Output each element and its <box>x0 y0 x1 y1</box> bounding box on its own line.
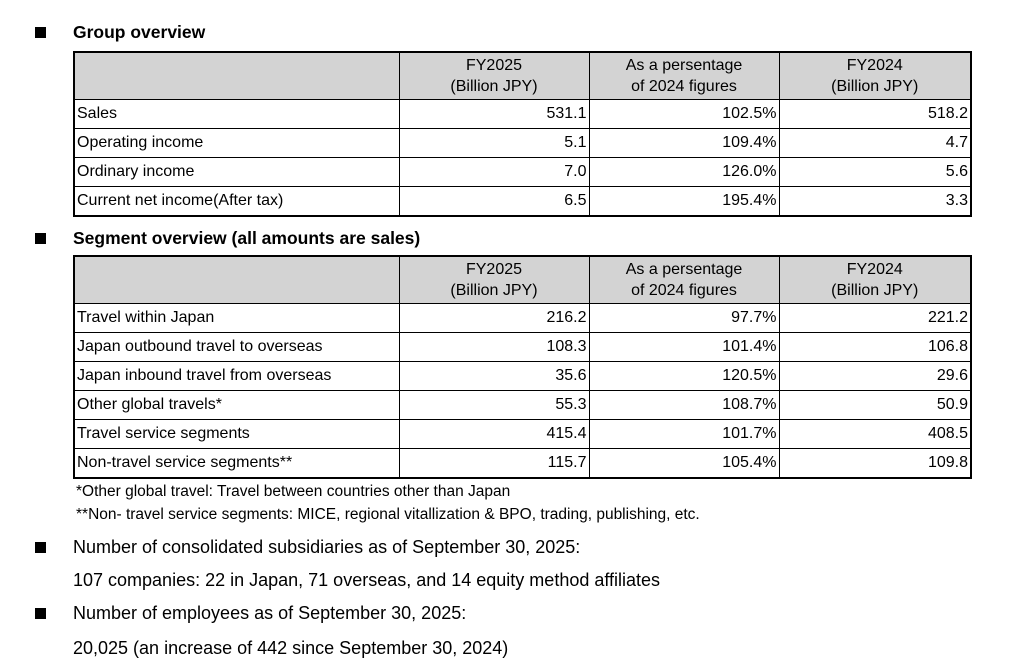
header-line: (Billion JPY) <box>831 282 919 299</box>
header-cell: FY2024 (Billion JPY) <box>778 255 972 304</box>
table-row: Travel within Japan 216.2 97.7% 221.2 <box>73 303 972 333</box>
group-table: FY2025 (Billion JPY) As a persentage of 202… <box>73 51 972 217</box>
value-cell: 195.4% <box>588 186 780 217</box>
header-line: (Billion JPY) <box>450 78 538 95</box>
bullet-square <box>35 542 46 553</box>
label-cell: Current net income(After tax) <box>73 186 400 217</box>
section-title: Segment overview (all amounts are sales) <box>73 228 421 248</box>
bullet-square <box>35 27 46 38</box>
value-cell: 408.5 <box>778 419 972 449</box>
label-cell: Japan outbound travel to overseas <box>73 332 400 362</box>
value-cell: 101.4% <box>588 332 780 362</box>
value-cell: 101.7% <box>588 419 780 449</box>
value-cell: 108.3 <box>398 332 590 362</box>
table-row: Japan inbound travel from overseas 35.6 12… <box>73 361 972 391</box>
value-cell: 4.7 <box>778 128 972 158</box>
bullet-square <box>35 233 46 244</box>
header-line: (Billion JPY) <box>450 282 538 299</box>
value-cell: 108.7% <box>588 390 780 420</box>
value-cell: 102.5% <box>588 99 780 129</box>
value-cell: 109.8 <box>778 448 972 479</box>
value-cell: 6.5 <box>398 186 590 217</box>
bullet-text: Number of consolidated subsidiaries as o… <box>73 537 581 557</box>
table-row: Japan outbound travel to overseas 108.3 10… <box>73 332 972 362</box>
table-row: Non-travel service segments** 115.7 105.4%… <box>73 448 972 479</box>
label-cell: Travel within Japan <box>73 303 400 333</box>
value-cell: 5.1 <box>398 128 590 158</box>
header-line: FY2025 <box>465 57 523 74</box>
header-cell: FY2025 (Billion JPY) <box>398 255 590 304</box>
label-cell: Japan inbound travel from overseas <box>73 361 400 391</box>
value-cell: 120.5% <box>588 361 780 391</box>
header-cell: FY2025 (Billion JPY) <box>398 51 590 100</box>
footnote: **Non- travel service segments: MICE, re… <box>76 506 700 523</box>
value-cell: 55.3 <box>398 390 590 420</box>
table-row: Travel service segments 415.4 101.7% 408.5 <box>73 419 972 449</box>
value-cell: 531.1 <box>398 99 590 129</box>
bullet-square <box>35 608 46 619</box>
header-row: FY2025 (Billion JPY) As a persentage of 202… <box>73 51 972 100</box>
label-cell: Sales <box>73 99 400 129</box>
header-line: of 2024 figures <box>631 282 737 299</box>
label-cell: Operating income <box>73 128 400 158</box>
label-cell: Travel service segments <box>73 419 400 449</box>
value-cell: 415.4 <box>398 419 590 449</box>
table-row: Operating income 5.1 109.4% 4.7 <box>73 128 972 158</box>
header-row: FY2025 (Billion JPY) As a persentage of 202… <box>73 255 972 304</box>
header-line: of 2024 figures <box>631 78 737 95</box>
value-cell: 106.8 <box>778 332 972 362</box>
header-cell <box>73 51 400 100</box>
value-cell: 35.6 <box>398 361 590 391</box>
value-cell: 5.6 <box>778 157 972 187</box>
bullet-text: Number of employees as of September 30, … <box>73 603 467 623</box>
header-line: As a persentage <box>625 57 743 74</box>
header-cell: FY2024 (Billion JPY) <box>778 51 972 100</box>
value-cell: 126.0% <box>588 157 780 187</box>
bullet-detail: 20,025 (an increase of 442 since Septemb… <box>73 638 509 658</box>
value-cell: 216.2 <box>398 303 590 333</box>
header-line: FY2025 <box>465 261 523 278</box>
header-line: FY2024 <box>846 57 903 74</box>
value-cell: 3.3 <box>778 186 972 217</box>
header-line: As a persentage <box>625 261 743 278</box>
table-row: Other global travels* 55.3 108.7% 50.9 <box>73 390 972 420</box>
label-cell: Ordinary income <box>73 157 400 187</box>
footnote: *Other global travel: Travel between cou… <box>76 483 511 500</box>
header-cell <box>73 255 400 304</box>
header-cell: As a persentage of 2024 figures <box>588 51 780 100</box>
value-cell: 105.4% <box>588 448 780 479</box>
value-cell: 50.9 <box>778 390 972 420</box>
value-cell: 221.2 <box>778 303 972 333</box>
table-row: Ordinary income 7.0 126.0% 5.6 <box>73 157 972 187</box>
label-cell: Other global travels* <box>73 390 400 420</box>
value-cell: 518.2 <box>778 99 972 129</box>
header-line: (Billion JPY) <box>831 78 919 95</box>
table-row: Sales 531.1 102.5% 518.2 <box>73 99 972 129</box>
label-cell: Non-travel service segments** <box>73 448 400 479</box>
value-cell: 109.4% <box>588 128 780 158</box>
table-row: Current net income(After tax) 6.5 195.4% 3.… <box>73 186 972 217</box>
bullet-detail: 107 companies: 22 in Japan, 71 overseas,… <box>73 570 661 590</box>
value-cell: 97.7% <box>588 303 780 333</box>
value-cell: 29.6 <box>778 361 972 391</box>
header-cell: As a persentage of 2024 figures <box>588 255 780 304</box>
segment-table: FY2025 (Billion JPY) As a persentage of 202… <box>73 255 972 479</box>
value-cell: 115.7 <box>398 448 590 479</box>
header-line: FY2024 <box>846 261 903 278</box>
section-title: Group overview <box>73 22 206 42</box>
value-cell: 7.0 <box>398 157 590 187</box>
